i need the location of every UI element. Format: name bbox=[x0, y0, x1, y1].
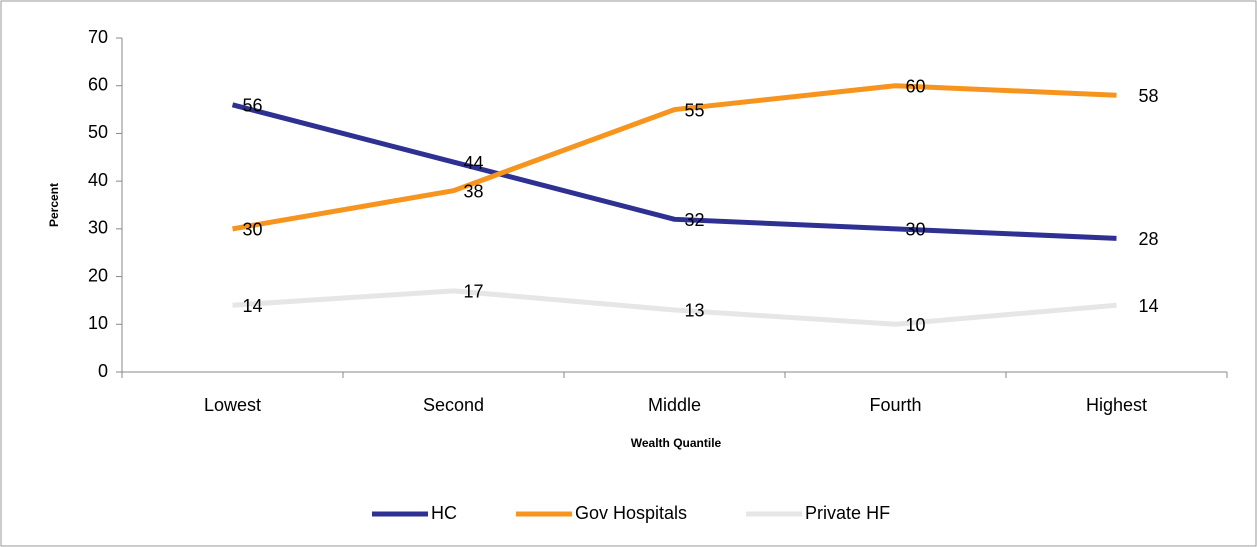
legend-label: HC bbox=[431, 503, 457, 523]
series-line bbox=[232, 288, 1117, 327]
data-label: 13 bbox=[685, 301, 705, 321]
x-axis-title: Wealth Quantile bbox=[631, 436, 722, 450]
data-label: 30 bbox=[243, 220, 263, 240]
series-line bbox=[231, 102, 1117, 241]
x-tick-label: Lowest bbox=[204, 395, 261, 415]
y-tick-label: 60 bbox=[88, 74, 108, 94]
x-tick-label: Middle bbox=[648, 395, 701, 415]
y-tick-label: 70 bbox=[88, 27, 108, 47]
x-tick-label: Second bbox=[423, 395, 484, 415]
y-tick-label: 0 bbox=[98, 361, 108, 381]
x-tick-label: Fourth bbox=[869, 395, 921, 415]
data-label: 55 bbox=[685, 100, 705, 120]
data-label: 44 bbox=[464, 153, 484, 173]
y-tick-label: 20 bbox=[88, 265, 108, 285]
legend-label: Gov Hospitals bbox=[575, 503, 687, 523]
data-label: 32 bbox=[685, 210, 705, 230]
y-tick-label: 10 bbox=[88, 313, 108, 333]
data-label: 14 bbox=[1139, 296, 1159, 316]
data-label: 56 bbox=[243, 96, 263, 116]
data-label: 60 bbox=[906, 76, 926, 96]
x-tick-label: Highest bbox=[1086, 395, 1147, 415]
data-label: 17 bbox=[464, 282, 484, 302]
y-tick-label: 50 bbox=[88, 122, 108, 142]
data-label: 28 bbox=[1139, 229, 1159, 249]
y-tick-label: 30 bbox=[88, 218, 108, 238]
data-label: 38 bbox=[464, 181, 484, 201]
y-tick-label: 40 bbox=[88, 170, 108, 190]
data-label: 30 bbox=[906, 220, 926, 240]
series-line bbox=[232, 83, 1117, 232]
data-label: 14 bbox=[243, 296, 263, 316]
data-label: 10 bbox=[906, 315, 926, 335]
y-axis-title: Percent bbox=[47, 183, 61, 227]
legend-label: Private HF bbox=[805, 503, 890, 523]
data-label: 58 bbox=[1139, 86, 1159, 106]
